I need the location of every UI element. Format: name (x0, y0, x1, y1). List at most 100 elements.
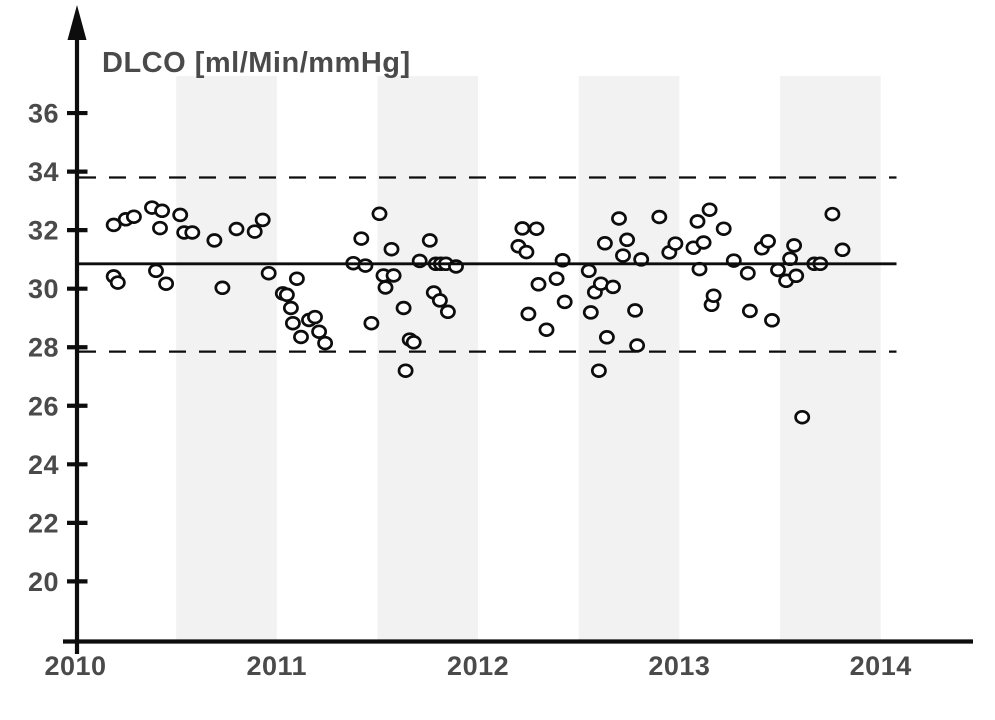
y-tick-label: 32 (28, 216, 59, 246)
data-point (214, 280, 231, 296)
data-point (651, 209, 668, 225)
data-point (598, 330, 615, 345)
data-point (254, 212, 271, 228)
chart-title: DLCO [ml/Min/mmHg] (102, 47, 411, 79)
data-point (172, 207, 189, 223)
shaded-band (780, 76, 881, 641)
data-point (770, 262, 786, 278)
data-point (125, 209, 142, 224)
data-point (786, 238, 803, 253)
data-point (715, 221, 732, 236)
data-point (383, 241, 400, 257)
data-point (148, 263, 164, 279)
data-point (530, 277, 547, 292)
data-point (629, 338, 646, 353)
data-point (548, 271, 565, 286)
data-point (741, 303, 758, 319)
data-point (317, 335, 334, 351)
data-point (760, 234, 776, 249)
data-point (311, 324, 328, 339)
data-point (788, 268, 805, 284)
y-tick-label: 30 (28, 274, 59, 304)
data-point (689, 214, 706, 229)
data-point (590, 363, 607, 378)
data-point (154, 203, 171, 219)
data-point (705, 288, 722, 303)
data-point (109, 275, 126, 290)
y-tick-label: 36 (28, 99, 59, 129)
data-point (556, 294, 573, 310)
data-point (627, 303, 644, 318)
data-point (371, 206, 388, 222)
x-tick-label: 2014 (850, 651, 912, 681)
axis-labels: 20 22 24 26 28 30 32 34 36 2010 2011 2012 2013 2014 (28, 99, 912, 681)
data-point (105, 217, 122, 233)
axes (63, 5, 973, 654)
data-point (395, 300, 412, 316)
data-point (518, 244, 535, 260)
data-point (152, 220, 168, 236)
x-tick-label: 2013 (648, 651, 710, 681)
data-point (363, 315, 380, 331)
data-point (228, 221, 245, 237)
data-point (206, 233, 223, 248)
shaded-band (176, 76, 277, 641)
data-points (105, 200, 851, 425)
data-point (611, 211, 627, 226)
data-point (357, 258, 374, 273)
reference-lines (77, 176, 897, 353)
data-point (538, 322, 555, 337)
data-point (580, 263, 597, 279)
data-point (582, 305, 599, 320)
data-point (596, 236, 613, 251)
data-point (520, 306, 537, 322)
data-point (184, 225, 201, 240)
shaded-band (377, 76, 479, 641)
data-point (439, 304, 456, 320)
y-tick-label: 26 (28, 391, 59, 421)
y-tick-label: 28 (28, 333, 59, 363)
data-point (260, 265, 277, 281)
data-point (377, 280, 394, 295)
data-point (764, 313, 780, 328)
shaded-band (578, 76, 680, 641)
data-point (448, 259, 464, 274)
data-point (353, 231, 370, 246)
y-axis-arrow-icon (67, 5, 87, 40)
data-point (701, 202, 718, 217)
data-point (633, 252, 650, 267)
data-point (834, 242, 851, 258)
data-point (528, 221, 545, 236)
data-point (421, 233, 438, 248)
data-point (405, 335, 422, 350)
data-point (397, 363, 414, 378)
data-point (605, 279, 621, 295)
data-point (288, 271, 305, 286)
x-tick-label: 2011 (247, 651, 308, 681)
data-point (431, 293, 448, 308)
y-tick-label: 24 (28, 450, 59, 480)
data-point (284, 315, 301, 331)
data-point (246, 224, 263, 239)
data-point (619, 232, 636, 248)
y-tick-label: 22 (28, 508, 59, 538)
data-point (278, 287, 295, 303)
data-point (794, 409, 811, 425)
data-point (615, 248, 631, 263)
x-tick-label: 2010 (44, 651, 106, 681)
data-point (282, 300, 299, 316)
data-point (307, 309, 323, 325)
data-point (385, 268, 402, 283)
x-tick-label: 2012 (447, 651, 509, 681)
data-point (514, 221, 531, 236)
data-point (158, 276, 175, 291)
data-point (739, 265, 756, 281)
data-point (667, 236, 684, 251)
y-tick-label: 34 (28, 157, 59, 187)
data-point (293, 329, 309, 345)
y-tick-label: 20 (28, 567, 59, 597)
data-point (695, 235, 712, 250)
shaded-bands (176, 76, 881, 641)
